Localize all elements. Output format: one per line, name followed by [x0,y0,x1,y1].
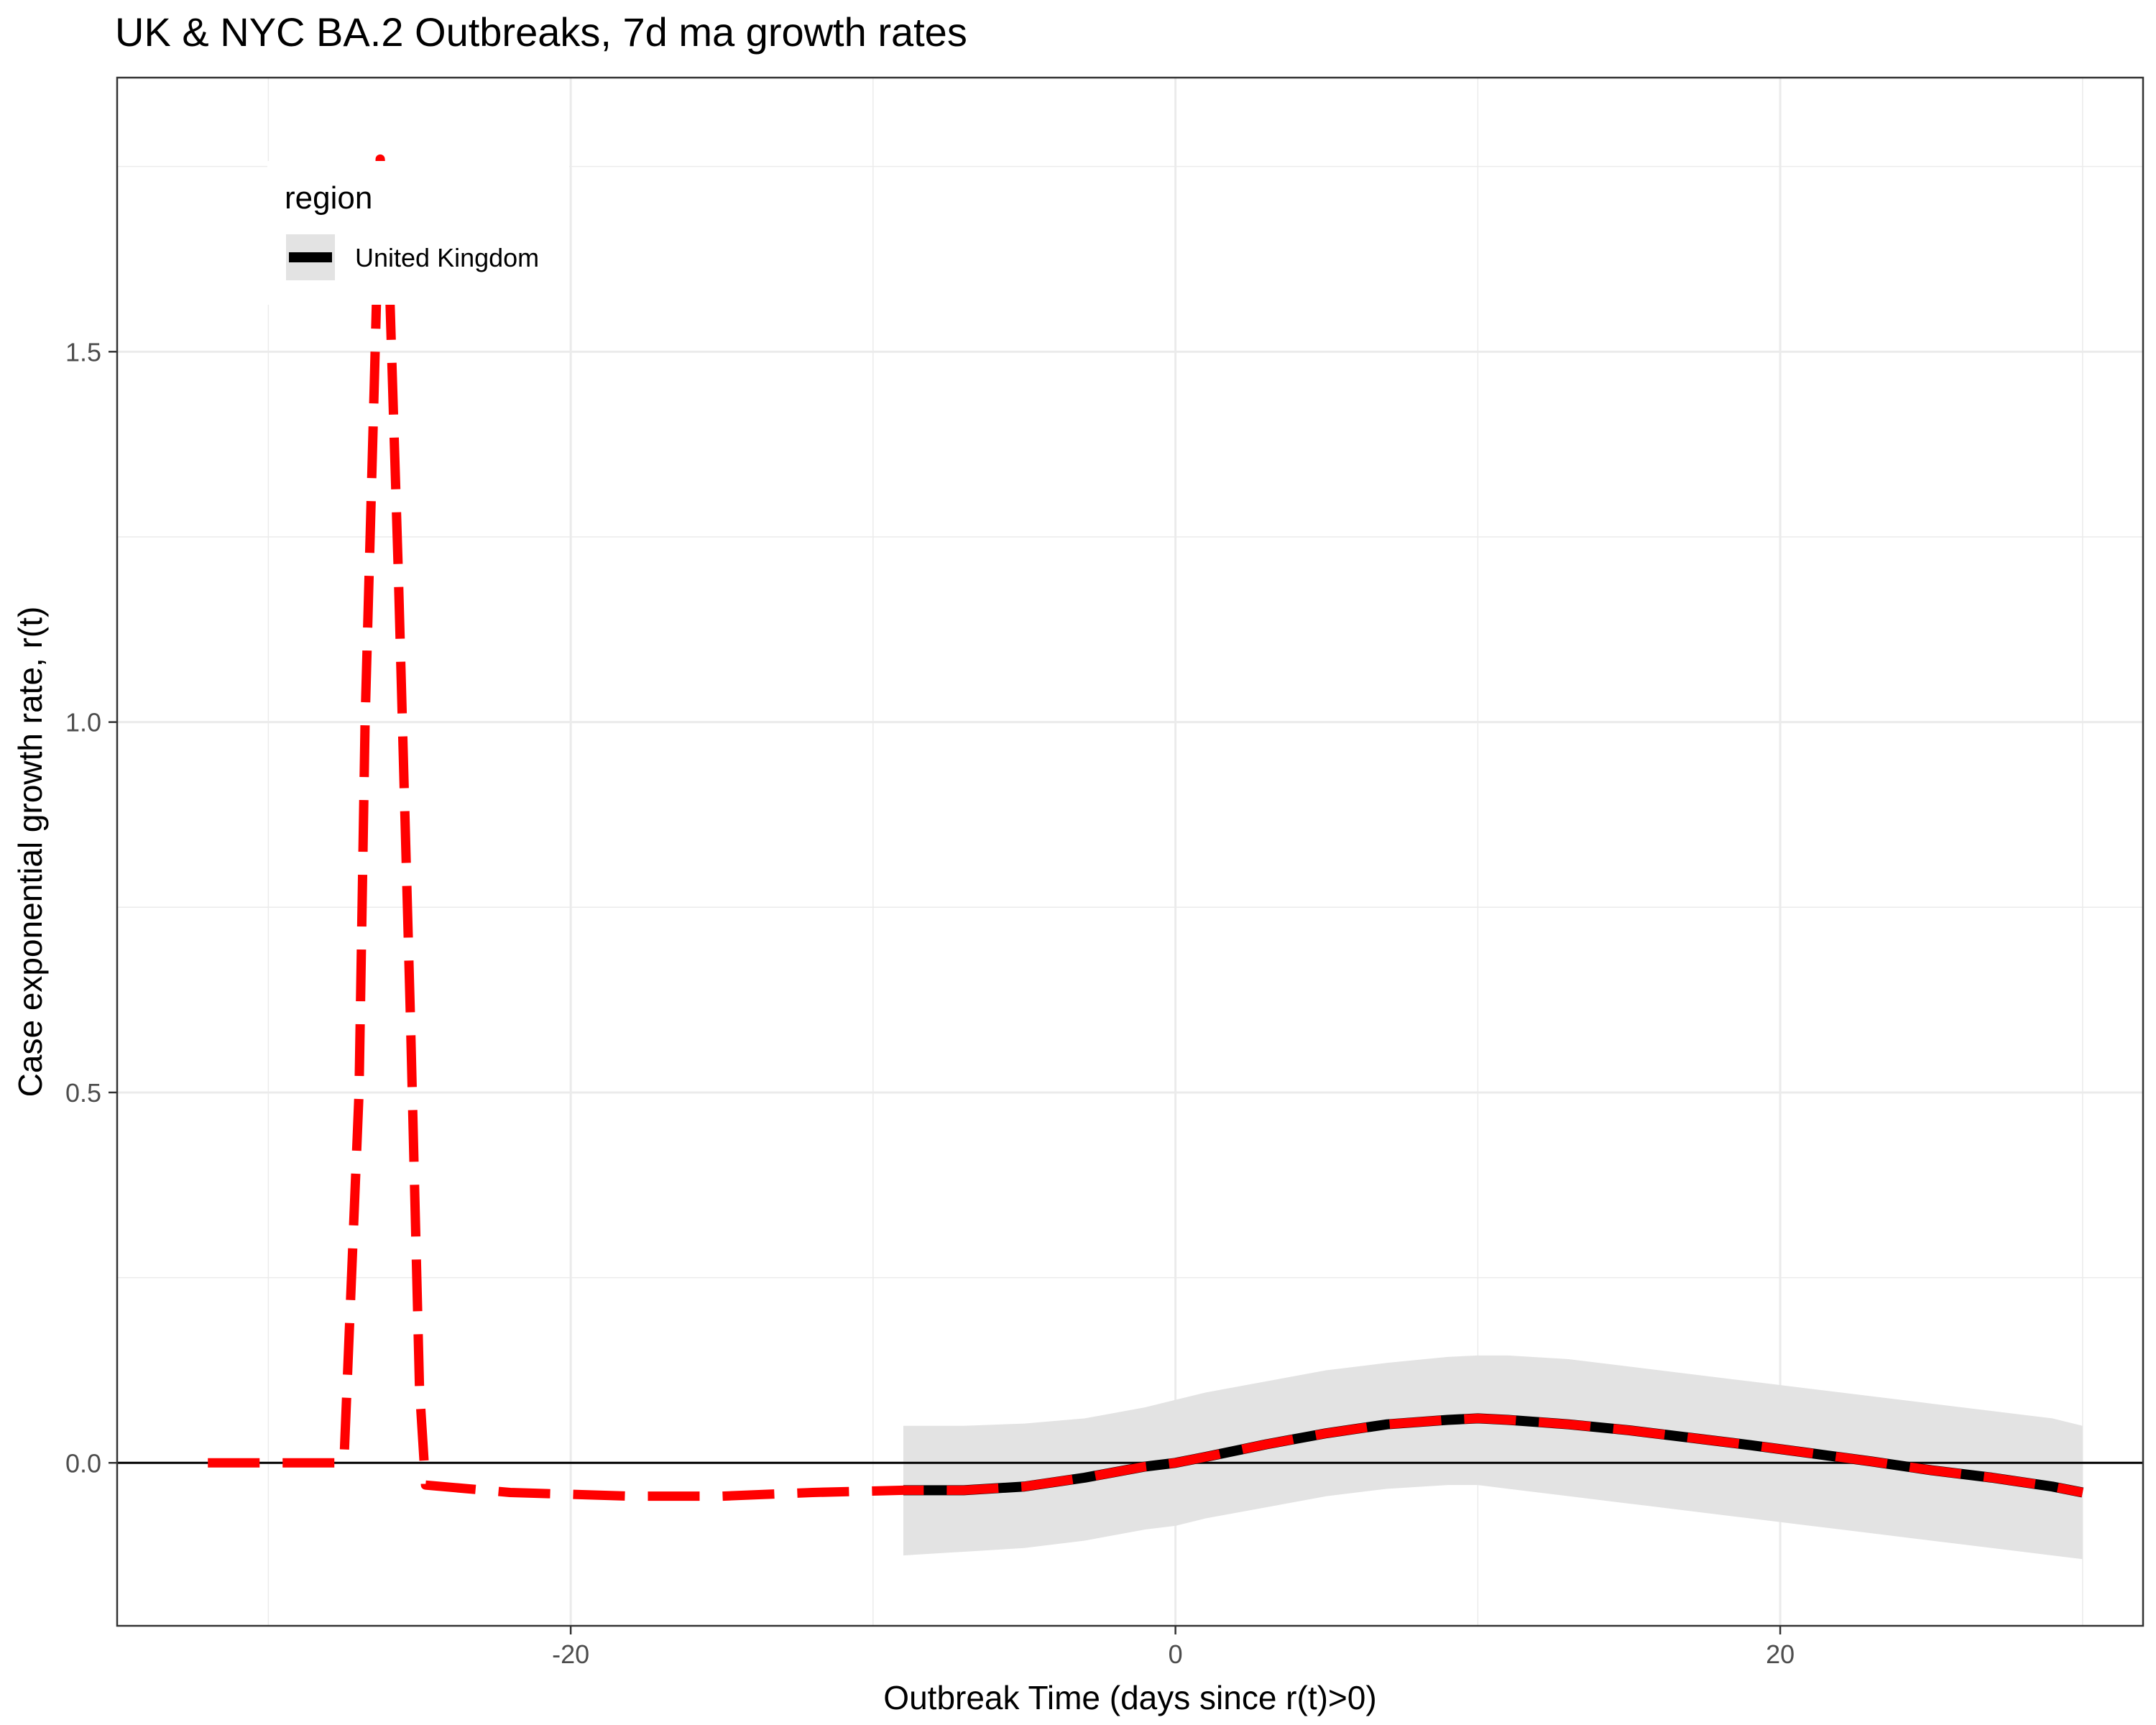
legend-background [267,161,569,305]
x-axis-ticks: -20 0 20 [552,1626,1795,1669]
confidence-band-layer [903,1355,2083,1560]
legend-title: region [285,180,372,216]
y-axis-title: Case exponential growth rate, r(t) [11,607,49,1098]
plot-panel-border [116,76,2145,1627]
y-tick-label: 0.0 [65,1448,101,1478]
series-line-1 [208,154,2084,1501]
y-tick-label: 1.0 [65,708,101,737]
legend-item-label: United Kingdom [355,243,539,272]
x-tick-label: -20 [552,1639,589,1669]
x-axis-title: Outbreak Time (days since r(t)>0) [883,1679,1376,1716]
y-tick-label: 0.5 [65,1078,101,1108]
series-layer [208,154,2084,1501]
legend: region United Kingdom [267,161,569,305]
y-axis-ticks: 0.0 0.5 1.0 1.5 [65,337,117,1478]
confidence-band [903,1355,2083,1560]
chart-title: UK & NYC BA.2 Outbreaks, 7d ma growth ra… [115,9,967,55]
y-tick-label: 1.5 [65,337,101,367]
x-tick-label: 20 [1766,1639,1795,1669]
x-tick-label: 0 [1169,1639,1183,1669]
